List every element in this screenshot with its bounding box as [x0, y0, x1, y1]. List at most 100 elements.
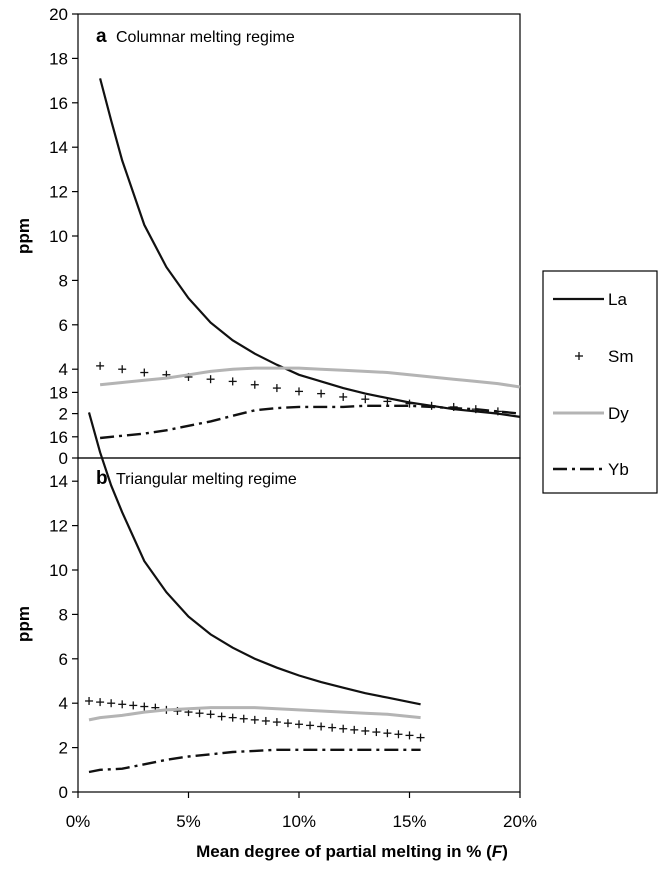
- series-sm-point: [361, 395, 370, 404]
- y-tick-label: 16: [49, 94, 68, 113]
- series-sm-point: [107, 699, 116, 708]
- legend-swatch: [575, 352, 583, 360]
- panel-a: a Columnar melting regime ppm 0 2 4 6 8 10 12 1…: [14, 5, 521, 468]
- x-tick-label: 10%: [282, 812, 316, 831]
- series-sm-point: [206, 375, 215, 384]
- x-axis-label-close: ): [502, 842, 508, 861]
- series-sm-point: [372, 728, 381, 737]
- series-sm-point: [140, 702, 149, 711]
- y-tick-label: 18: [49, 383, 68, 402]
- y-tick-label: 14: [49, 138, 68, 157]
- panel-b-y-axis-label: ppm: [14, 606, 33, 642]
- series-sm-point: [228, 713, 237, 722]
- series-sm-point: [129, 701, 138, 710]
- legend-entries: La Sm Dy Yb: [553, 290, 634, 479]
- legend-label: La: [608, 290, 627, 309]
- y-tick-label: 20: [49, 5, 68, 24]
- y-tick-label: 12: [49, 517, 68, 536]
- y-tick-label: 8: [59, 271, 68, 290]
- series-sm-point: [350, 725, 359, 734]
- y-tick-label: 0: [59, 449, 68, 468]
- y-tick-label: 2: [59, 405, 68, 424]
- series-sm-point: [416, 733, 425, 742]
- series-yb-line: [99, 404, 521, 440]
- series-sm-point: [383, 397, 392, 406]
- series-sm-point: [272, 384, 281, 393]
- series-sm-point: [339, 724, 348, 733]
- legend-label: Sm: [608, 347, 634, 366]
- panel-a-series: [96, 78, 521, 440]
- legend-entry-dy: Dy: [553, 404, 629, 423]
- y-tick-label: 4: [59, 360, 68, 379]
- legend-entry-yb: Yb: [553, 460, 629, 479]
- series-la-line: [87, 412, 421, 706]
- y-tick-label: 6: [59, 316, 68, 335]
- y-tick-label: 10: [49, 561, 68, 580]
- panel-b-letter: b: [96, 468, 108, 489]
- panel-a-letter: a: [96, 26, 107, 47]
- series-sm-point: [228, 377, 237, 386]
- panel-b-title: Triangular melting regime: [116, 471, 297, 488]
- series-sm-point: [272, 718, 281, 727]
- series-sm-point: [250, 380, 259, 389]
- series-sm-point: [306, 721, 315, 730]
- series-dy-line: [99, 366, 521, 389]
- series-sm-point: [85, 696, 94, 705]
- legend-entry-la: La: [553, 290, 627, 309]
- y-tick-label: 16: [49, 428, 68, 447]
- panel-b: b Triangular melting regime ppm 0 2 4 6 8 10 1…: [14, 383, 521, 802]
- panel-a-y-ticks: 0 2 4 6 8 10 12 14 16 18 20: [49, 5, 78, 468]
- series-sm-point: [295, 387, 303, 396]
- series-sm-point: [295, 720, 303, 729]
- series-sm-point: [383, 729, 392, 738]
- series-sm-point: [283, 719, 292, 728]
- y-tick-label: 6: [59, 650, 68, 669]
- x-tick-label: 15%: [392, 812, 426, 831]
- y-tick-label: 14: [49, 472, 68, 491]
- x-axis-ticks: 0% 5% 10% 15% 20%: [66, 792, 537, 831]
- series-sm-point: [206, 710, 215, 719]
- series-sm-point: [140, 368, 149, 377]
- legend: La Sm Dy Yb: [542, 270, 658, 494]
- series-sm-point: [261, 716, 270, 725]
- y-tick-label: 18: [49, 49, 68, 68]
- x-tick-label: 0%: [66, 812, 91, 831]
- series-sm-point: [394, 730, 403, 739]
- x-axis-label-text: Mean degree of partial melting in % (: [196, 842, 492, 861]
- panel-b-series: [85, 412, 425, 774]
- legend-label: Yb: [608, 460, 629, 479]
- series-sm-point: [239, 714, 248, 723]
- series-sm-point: [96, 361, 105, 370]
- legend-label: Dy: [608, 404, 629, 423]
- legend-frame: [542, 270, 658, 494]
- series-sm-point: [96, 698, 105, 707]
- panel-a-title: Columnar melting regime: [116, 29, 295, 46]
- panel-b-y-ticks: 0 2 4 6 8 10 12 14 16 18: [49, 383, 78, 802]
- series-yb-line: [88, 748, 421, 774]
- panel-a-y-axis-label: ppm: [14, 218, 33, 254]
- x-tick-label: 20%: [503, 812, 537, 831]
- series-sm-point: [361, 726, 370, 735]
- series-sm-point: [217, 712, 226, 721]
- y-tick-label: 12: [49, 183, 68, 202]
- series-sm-point: [405, 399, 414, 408]
- x-tick-label: 5%: [176, 812, 201, 831]
- series-sm-point: [328, 723, 337, 732]
- series-dy-line: [88, 706, 421, 722]
- series-sm-point: [339, 392, 348, 401]
- series-sm-point: [118, 700, 127, 709]
- x-axis-label-variable: F: [492, 842, 503, 861]
- y-tick-label: 4: [59, 694, 68, 713]
- legend-entry-sm: Sm: [575, 347, 634, 366]
- series-sm-point: [195, 709, 204, 718]
- x-axis-label: Mean degree of partial melting in % (F): [196, 842, 508, 861]
- series-sm-point: [250, 715, 259, 724]
- y-tick-label: 10: [49, 227, 68, 246]
- y-tick-label: 2: [59, 739, 68, 758]
- series-sm-point: [118, 365, 127, 374]
- y-tick-label: 8: [59, 605, 68, 624]
- series-sm-point: [317, 389, 326, 398]
- series-sm-point: [317, 722, 326, 731]
- series-sm-point: [405, 731, 414, 740]
